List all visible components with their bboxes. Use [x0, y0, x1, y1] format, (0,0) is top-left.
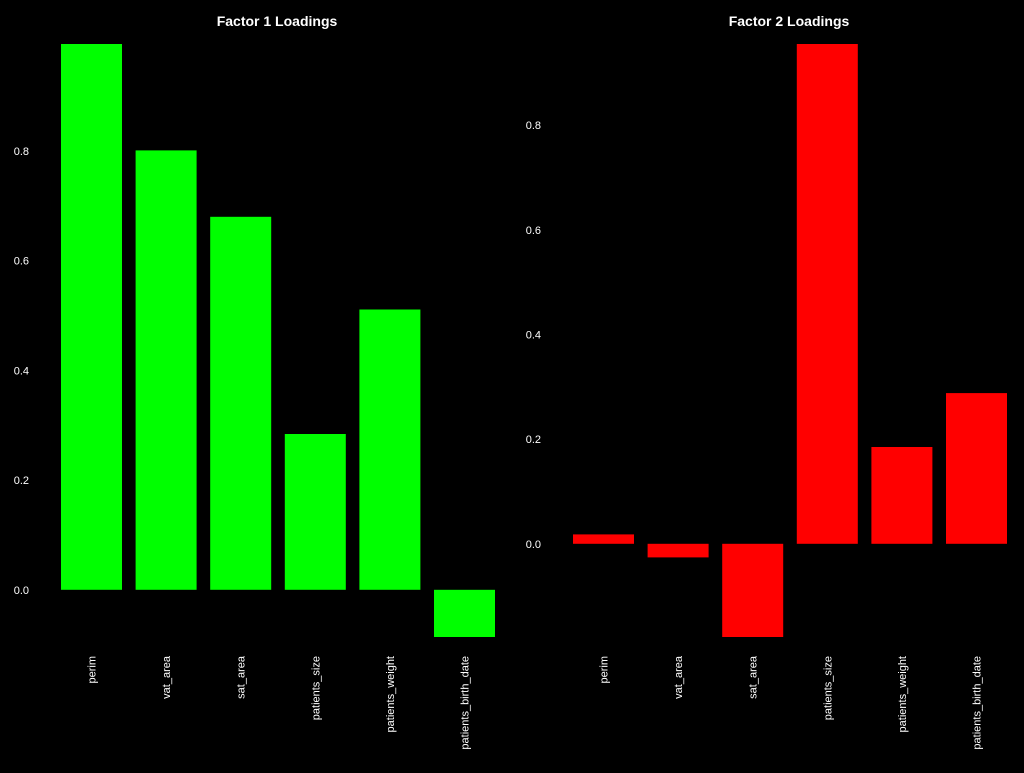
factor-1-panel: Factor 1 Loadings 0.0 0.2 0.4 0.6 0.8 perim v… [14, 13, 495, 750]
factor-2-y-axis-labels: 0.0 0.2 0.4 0.6 0.8 [526, 120, 541, 551]
factor-1-y-axis-labels: 0.0 0.2 0.4 0.6 0.8 [14, 146, 29, 597]
factor-1-x-label-sat-area: sat_area [236, 655, 248, 699]
factor-1-y-tick-label: 0.4 [14, 365, 29, 377]
factor-2-title: Factor 2 Loadings [729, 13, 850, 29]
factor-1-y-tick-label: 0.6 [14, 256, 29, 268]
factor-2-y-tick-label: 0.4 [526, 330, 541, 342]
factor-1-y-tick-label: 0.2 [14, 475, 29, 487]
factor-1-x-label-patients-size: patients_size [310, 656, 322, 720]
factor-1-bar-sat-area [210, 216, 272, 590]
factor-1-bar-vat-area [135, 150, 197, 590]
factor-1-bar-perim [61, 44, 122, 590]
factor-2-x-label-perim: perim [599, 656, 611, 684]
factor-1-bar-patients-weight [359, 309, 421, 590]
factor-2-x-label-patients-size: patients_size [822, 656, 834, 720]
factor-1-x-axis-labels: perim vat_area sat_area patients_size patien… [87, 655, 472, 749]
factor-2-x-label-sat-area: sat_area [748, 655, 760, 699]
factor-2-bar-perim [573, 534, 634, 544]
factor-2-x-axis-labels: perim vat_area sat_area patients_size patien… [599, 655, 984, 749]
factor-1-x-label-patients-weight: patients_weight [385, 656, 397, 732]
factor-2-x-label-patients-birth-date: patients_birth_date [972, 656, 984, 750]
factor-2-y-tick-label: 0.8 [526, 120, 541, 132]
factor-1-y-tick-label: 0.0 [14, 585, 29, 597]
factor-1-bar-patients-birth-date [434, 589, 495, 637]
factor-2-y-tick-label: 0.0 [526, 539, 541, 551]
factor-1-bar-patients-size [284, 434, 346, 590]
factor-2-bar-patients-size [796, 44, 858, 544]
factor-1-title: Factor 1 Loadings [217, 13, 338, 29]
factor-2-y-tick-label: 0.6 [526, 225, 541, 237]
factor-2-panel: Factor 2 Loadings 0.0 0.2 0.4 0.6 0.8 perim v… [526, 13, 1007, 750]
factor-2-bar-patients-birth-date [946, 393, 1007, 544]
factor-2-bar-sat-area [722, 543, 784, 637]
factor-2-bar-vat-area [647, 543, 709, 558]
factor-2-bar-patients-weight [871, 447, 933, 544]
factor-1-bars [61, 44, 495, 637]
factor-2-x-label-vat-area: vat_area [673, 655, 685, 699]
factor-1-x-label-vat-area: vat_area [161, 655, 173, 699]
factor-1-x-label-perim: perim [87, 656, 99, 684]
factor-1-x-label-patients-birth-date: patients_birth_date [460, 656, 472, 750]
factor-2-y-tick-label: 0.2 [526, 434, 541, 446]
factor-1-y-tick-label: 0.8 [14, 146, 29, 158]
factor-2-bars [573, 44, 1007, 637]
factor-2-x-label-patients-weight: patients_weight [897, 656, 909, 732]
